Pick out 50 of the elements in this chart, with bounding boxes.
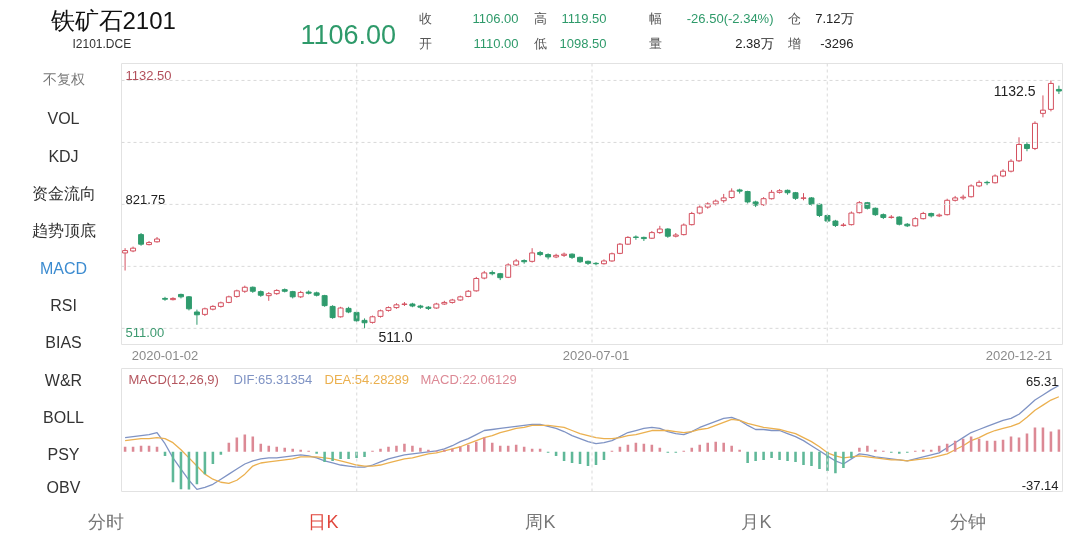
text: DEA:54.28289 [324,372,410,387]
text: 开 [418,36,432,51]
text: 7.12万 [815,11,854,26]
text: 高 [533,11,547,26]
text: W&R [44,372,83,389]
chart-title: MACD(12,26,9) [128,372,219,387]
text: 低 [533,36,547,51]
text: 1110.00 [473,36,519,51]
text: BIAS [45,334,82,351]
y-tick-label: -37.14 [1021,477,1059,493]
text: 增 [786,36,801,51]
text: DIF:65.31354 [233,372,313,387]
annotation: 1132.5 [993,82,1036,99]
text: 1106.00 [472,11,519,26]
x-tick-label: 2020-01-02 [131,348,199,363]
text: 周K [525,511,556,532]
text: MACD [39,260,88,277]
text: 仓 [787,11,801,26]
text: 收 [418,11,432,26]
text: 趋势顶底 [31,222,96,239]
y-tick-label: 821.75 [125,192,166,208]
y-tick-label: 511.00 [125,325,165,341]
text: 分钟 [949,511,986,532]
text: VOL [47,110,80,127]
text: BOLL [43,409,85,426]
text: 不复权 [42,70,85,87]
text: 1119.50 [561,11,607,26]
text: RSI [50,297,77,314]
chart-subtitle: I2101.DCE [72,36,132,51]
text: 1098.50 [559,36,607,51]
text: OBV [46,479,81,496]
text: 分时 [87,511,124,532]
text: 日K [308,511,339,532]
text: 2.38万 [735,36,774,51]
text: 1106.00 [300,20,397,50]
text: 幅 [648,11,662,26]
text: -26.50(-2.34%) [686,11,774,26]
text: 资金流向 [31,185,96,202]
annotation: 511.0 [378,328,413,345]
text: PSY [47,446,80,463]
x-tick-label: 2020-12-21 [985,348,1053,363]
y-tick-label: 65.31 [1025,373,1059,389]
text: KDJ [48,148,79,165]
text: -3296 [820,36,854,51]
text: MACD:22.06129 [420,372,517,387]
x-tick-label: 2020-07-01 [562,348,630,363]
chart-title: 铁矿石2101 [49,7,176,34]
text: 月K [741,511,772,532]
y-tick-label: 1132.50 [125,68,172,84]
text: 量 [648,36,662,51]
